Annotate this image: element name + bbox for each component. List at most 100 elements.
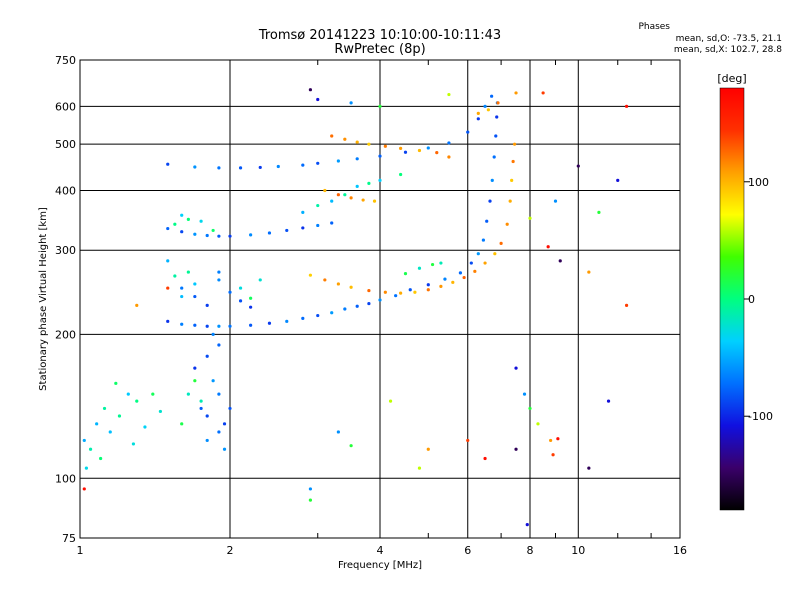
x-tick-label: 10	[571, 544, 585, 557]
data-point	[82, 438, 86, 443]
data-point	[413, 290, 417, 294]
data-point	[258, 165, 262, 170]
data-point	[217, 270, 221, 274]
data-point	[355, 304, 359, 308]
data-point	[126, 392, 130, 396]
data-point	[394, 294, 398, 298]
data-point	[308, 88, 313, 92]
data-point	[361, 198, 365, 202]
data-point	[528, 406, 532, 411]
chart-subtitle: RwPretec (8p)	[334, 42, 426, 57]
data-point	[211, 332, 215, 336]
data-point	[624, 104, 629, 108]
data-point	[499, 241, 503, 246]
data-point	[528, 216, 532, 220]
data-point	[378, 298, 382, 302]
data-point	[447, 155, 451, 159]
data-point	[546, 245, 550, 249]
data-point	[316, 203, 320, 208]
data-point	[367, 181, 371, 185]
data-point	[466, 438, 470, 443]
data-point	[151, 392, 155, 396]
data-point	[483, 104, 487, 108]
data-point	[417, 466, 422, 470]
data-point	[493, 252, 497, 256]
x-tick-label: 2	[227, 544, 234, 557]
data-point	[439, 261, 443, 265]
data-point	[447, 92, 451, 97]
data-point	[476, 252, 480, 256]
data-point	[180, 230, 184, 234]
data-point	[211, 228, 215, 233]
data-point	[426, 288, 430, 292]
data-point	[238, 286, 243, 290]
data-point	[166, 319, 170, 323]
data-point	[114, 381, 118, 385]
data-point	[180, 322, 184, 326]
data-point	[336, 282, 340, 286]
data-point	[399, 291, 403, 295]
data-point	[217, 234, 221, 238]
data-point	[451, 280, 455, 284]
data-point	[228, 234, 232, 238]
data-point	[205, 438, 209, 443]
data-point	[378, 104, 382, 108]
data-point	[514, 366, 518, 370]
colorbar-ticks: 100 0 -100	[744, 176, 773, 423]
data-point	[217, 392, 221, 396]
data-point	[205, 303, 209, 307]
data-point	[217, 166, 221, 170]
data-point	[511, 159, 515, 164]
data-point	[349, 444, 353, 448]
data-point	[462, 275, 466, 280]
data-point	[483, 456, 487, 461]
data-point	[492, 155, 496, 159]
x-mode-stats: mean, sd,X: 102.7, 28.8	[673, 45, 782, 55]
data-point	[186, 270, 190, 274]
data-point	[166, 226, 170, 231]
data-point	[508, 199, 512, 203]
data-point	[558, 259, 562, 263]
data-point	[553, 199, 558, 203]
data-point	[180, 422, 184, 426]
data-point	[193, 379, 197, 383]
data-point	[349, 285, 353, 289]
data-point	[228, 324, 232, 328]
data-point	[323, 188, 327, 193]
data-point	[186, 217, 190, 222]
data-point	[173, 274, 177, 278]
data-point	[249, 296, 253, 300]
data-point	[217, 278, 221, 282]
data-point	[336, 159, 340, 163]
data-point	[217, 430, 221, 434]
data-point	[597, 210, 601, 214]
grid-lines	[80, 60, 680, 538]
data-point	[193, 323, 197, 327]
data-point	[551, 453, 555, 457]
data-point	[417, 148, 422, 153]
data-point	[186, 392, 190, 396]
data-point	[447, 141, 451, 145]
data-point	[180, 286, 184, 290]
x-tick-labels: 1 2 4 6 8 10 16	[77, 544, 688, 557]
data-point	[135, 399, 139, 403]
data-point	[193, 366, 197, 370]
data-point	[258, 278, 262, 282]
data-point	[238, 299, 243, 303]
data-point	[330, 134, 334, 138]
data-point	[301, 316, 305, 321]
colorbar-tick-label: 100	[748, 176, 769, 189]
data-point	[430, 262, 435, 267]
data-point	[205, 324, 209, 328]
data-point	[426, 146, 430, 150]
data-point	[435, 151, 439, 155]
data-point	[316, 223, 320, 228]
data-point	[131, 442, 136, 446]
data-point	[476, 111, 480, 115]
y-tick-labels: 75 100 200 300 400 500 600 750	[55, 54, 76, 545]
data-point	[485, 219, 489, 223]
data-point	[238, 166, 243, 170]
data-point	[443, 277, 447, 281]
data-point	[606, 399, 611, 403]
data-point	[99, 456, 103, 461]
